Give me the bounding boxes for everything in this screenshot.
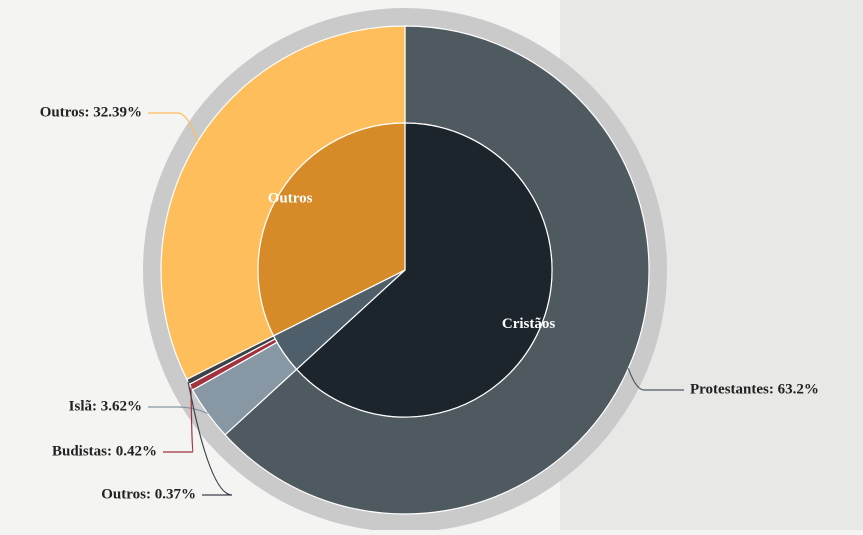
data-label: Protestantes: 63.2%	[690, 381, 819, 397]
inner-label: Outros	[268, 191, 313, 207]
inner-label: Cristãos	[502, 316, 555, 332]
data-label: Islã: 3.62%	[69, 398, 142, 414]
data-label: Outros: 32.39%	[40, 104, 142, 120]
chart: Cristãos Outros Protestantes: 63.2% Islã: 3…	[0, 0, 863, 530]
data-label: Outros: 0.37%	[101, 486, 196, 502]
data-label: Budistas: 0.42%	[52, 443, 157, 459]
